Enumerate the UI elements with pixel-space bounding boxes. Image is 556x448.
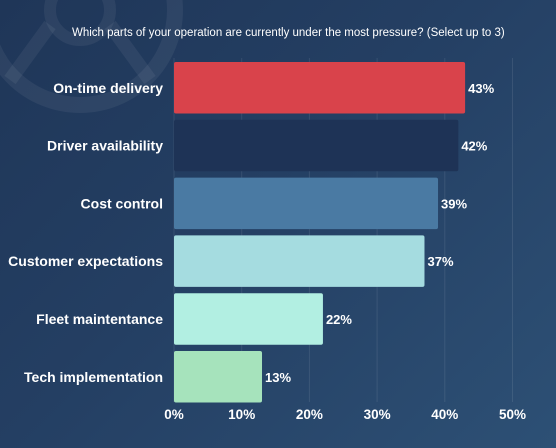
category-label: Driver availability	[47, 138, 163, 154]
category-labels: On-time delivery Driver availability Cost …	[8, 80, 163, 385]
value-label: 42%	[461, 139, 487, 154]
bar	[174, 119, 459, 172]
x-axis-ticks: 0% 10% 20% 30% 40% 50%	[164, 407, 526, 422]
bar	[174, 177, 439, 230]
x-tick-label: 0%	[164, 407, 184, 422]
category-label: Customer expectations	[8, 253, 163, 269]
value-label: 39%	[441, 196, 467, 211]
x-tick-label: 50%	[499, 407, 526, 422]
steering-wheel-watermark-icon	[0, 0, 183, 113]
gridlines	[173, 58, 513, 402]
bars	[174, 62, 466, 403]
x-tick-label: 10%	[228, 407, 255, 422]
value-label: 13%	[265, 370, 291, 385]
category-label: On-time delivery	[53, 80, 163, 96]
survey-question: Which parts of your operation are curren…	[72, 27, 505, 39]
category-label: Fleet maintentance	[36, 311, 163, 327]
x-tick-label: 20%	[296, 407, 323, 422]
value-labels: 43% 42% 39% 37% 22% 13%	[265, 81, 495, 385]
x-tick-label: 30%	[364, 407, 391, 422]
category-label: Cost control	[81, 195, 163, 211]
bar	[174, 235, 425, 287]
value-label: 37%	[427, 254, 453, 269]
x-tick-label: 40%	[431, 407, 458, 422]
value-label: 43%	[468, 81, 494, 96]
category-label: Tech implementation	[24, 369, 163, 385]
bar	[174, 293, 323, 345]
value-label: 22%	[326, 312, 352, 327]
bar	[174, 351, 263, 403]
bar	[174, 62, 466, 114]
